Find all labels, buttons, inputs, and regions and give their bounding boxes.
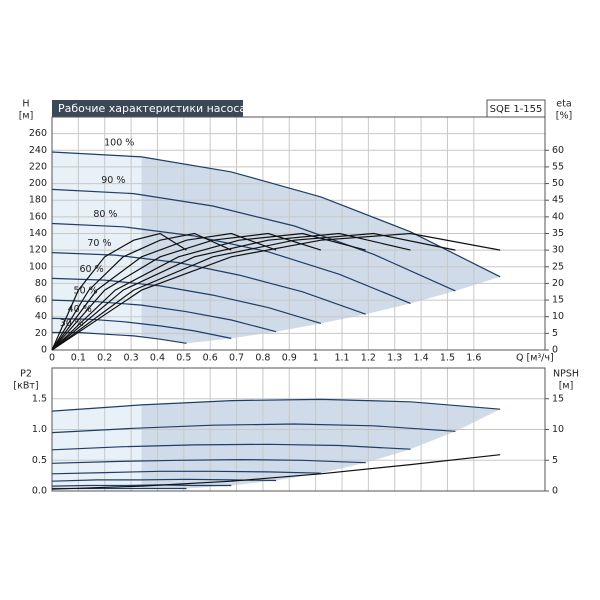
x-tick-label: 0.5 [176, 353, 191, 364]
y-tick-label: 1.0 [32, 424, 47, 435]
y2-tick-label: 20 [552, 278, 564, 289]
y2-tick-label: 5 [552, 328, 558, 339]
y2-axis-unit: [%] [556, 111, 572, 122]
curve [51, 151, 501, 278]
y2-tick-label: 10 [552, 424, 564, 435]
x-tick-label: 1 [313, 353, 319, 364]
x-tick-label: 1.2 [361, 353, 376, 364]
curve [51, 443, 411, 451]
x-tick-label: 0.1 [71, 353, 86, 364]
y2-tick-label: 60 [552, 145, 564, 156]
y-tick-label: 240 [29, 145, 47, 156]
curve [51, 470, 321, 475]
secondary-curve [51, 232, 187, 351]
operating-area-light [52, 151, 142, 337]
y-tick-label: 60 [35, 295, 47, 306]
y2-tick-label: 35 [552, 228, 564, 239]
y2-tick-label: 15 [552, 295, 564, 306]
y-tick-label: 80 [35, 278, 47, 289]
y2-tick-label: 5 [552, 455, 558, 466]
x-tick-label: 1.3 [387, 353, 402, 364]
curve-label: 100 % [104, 137, 134, 148]
y-tick-label: 220 [29, 161, 47, 172]
y-tick-label: 40 [35, 311, 47, 322]
curve [51, 398, 501, 412]
y-tick-label: 180 [29, 195, 47, 206]
x-tick-label: 0.4 [150, 353, 165, 364]
y2-tick-label: 30 [552, 245, 564, 256]
y-axis-unit: [м] [19, 111, 34, 122]
y2-tick-label: 55 [552, 161, 564, 172]
x-axis-label: Q [м³/ч] [516, 353, 554, 364]
chart-title: Рабочие характеристики насоса [58, 102, 246, 115]
secondary-curve [51, 454, 501, 490]
y-tick-label: 120 [29, 245, 47, 256]
y2-tick-label: 45 [552, 195, 564, 206]
operating-area-light [52, 404, 142, 489]
secondary-curve [51, 232, 366, 351]
y-tick-label: 260 [29, 128, 47, 139]
y2-tick-label: 25 [552, 261, 564, 272]
y-tick-label: 0.5 [32, 455, 47, 466]
y2-tick-label: 50 [552, 178, 564, 189]
y-tick-label: 1.5 [32, 393, 47, 404]
y-axis-unit: [кВт] [13, 381, 38, 392]
x-tick-label: 0.6 [203, 353, 218, 364]
x-tick-label: 0 [49, 353, 55, 364]
curve-label: 40 % [68, 304, 92, 315]
y-tick-label: 0.0 [32, 486, 47, 497]
secondary-curve [51, 232, 501, 351]
y2-tick-label: 0 [552, 345, 558, 356]
plot-frame [51, 116, 546, 351]
curve-label: 80 % [93, 209, 117, 220]
secondary-curve [51, 232, 277, 351]
y2-axis-label: eta [556, 99, 571, 110]
x-tick-label: 0.8 [255, 353, 270, 364]
title-box [52, 100, 243, 117]
y-tick-label: 160 [29, 211, 47, 222]
y2-tick-label: 10 [552, 311, 564, 322]
curve [51, 317, 232, 339]
y-tick-label: 100 [29, 261, 47, 272]
y-tick-label: 0 [41, 345, 47, 356]
secondary-curve [51, 232, 232, 351]
curve-label: 50 % [74, 286, 98, 297]
curve-label: 70 % [87, 238, 111, 249]
y-axis-label: P2 [20, 369, 32, 380]
y2-tick-label: 0 [552, 486, 558, 497]
secondary-curve [51, 232, 456, 351]
y-tick-label: 20 [35, 328, 47, 339]
y-tick-label: 140 [29, 228, 47, 239]
plot-frame [51, 367, 546, 492]
curve-label: 60 % [79, 264, 103, 275]
y2-tick-label: 15 [552, 393, 564, 404]
curve [51, 484, 232, 487]
curve [51, 222, 411, 304]
y2-tick-label: 40 [552, 211, 564, 222]
x-tick-label: 1.4 [414, 353, 429, 364]
x-tick-label: 1.6 [466, 353, 481, 364]
curve [51, 252, 366, 315]
x-tick-label: 0.3 [124, 353, 139, 364]
y-axis-label: H [22, 99, 29, 110]
curve [51, 458, 366, 464]
x-tick-label: 0.9 [282, 353, 297, 364]
secondary-curve [51, 232, 411, 351]
y-tick-label: 200 [29, 178, 47, 189]
curve [52, 331, 187, 344]
curve [51, 277, 322, 324]
x-tick-label: 1.1 [334, 353, 349, 364]
curve [51, 299, 277, 333]
x-tick-label: 1.5 [440, 353, 455, 364]
model-name: SQE 1-155 [490, 104, 543, 115]
x-tick-label: 0.2 [97, 353, 112, 364]
secondary-curve [51, 232, 322, 351]
curve [51, 188, 456, 292]
curve [51, 423, 456, 434]
y2-axis-unit: [м] [559, 381, 574, 392]
curve-label: 90 % [101, 175, 125, 186]
y2-axis-label: NPSH [553, 369, 579, 380]
x-tick-label: 0.7 [229, 353, 244, 364]
